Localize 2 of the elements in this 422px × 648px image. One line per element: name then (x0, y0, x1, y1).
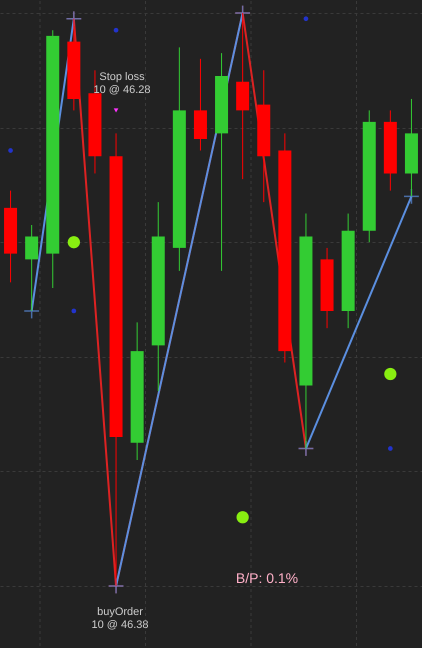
text: buyOrder 10 @ 46.38 (91, 606, 149, 631)
annotation: B/P: 0.1% (236, 570, 298, 586)
